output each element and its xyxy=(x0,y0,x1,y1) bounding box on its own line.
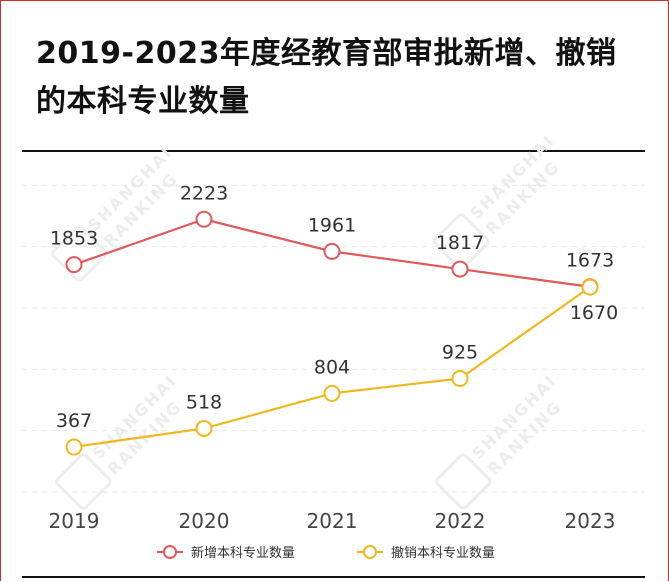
series-2: 367 518 804 925 1670 xyxy=(56,278,618,456)
data-point xyxy=(451,260,469,278)
data-label: 925 xyxy=(442,342,478,364)
chart-title: 2019-2023年度经教育部审批新增、撤销的本科专业数量 xyxy=(36,36,617,119)
data-label: 1853 xyxy=(50,228,98,250)
legend-marker xyxy=(363,545,377,559)
data-label: 804 xyxy=(314,356,350,378)
watermark-logo-icon xyxy=(55,453,112,510)
data-point xyxy=(195,419,213,437)
data-point xyxy=(323,242,341,260)
data-point xyxy=(65,438,83,456)
data-label: 518 xyxy=(186,391,222,413)
watermark-logo-icon xyxy=(435,453,492,510)
legend-label: 新增本科专业数量 xyxy=(191,545,295,561)
watermark-logo-icon xyxy=(433,213,490,270)
x-tick-label: 2019 xyxy=(49,509,100,533)
x-tick-label: 2022 xyxy=(435,509,486,533)
x-axis: 2019 2020 2021 2022 2023 xyxy=(49,509,616,533)
title-divider xyxy=(22,150,645,152)
series-layer: 1853 2223 1961 1817 1673 367 518 804 925 1670 xyxy=(50,182,618,456)
legend-label: 撤销本科专业数量 xyxy=(391,545,495,561)
bottom-divider xyxy=(22,576,645,578)
legend: 新增本科专业数量 撤销本科专业数量 xyxy=(157,545,495,561)
x-tick-label: 2021 xyxy=(307,509,358,533)
data-point xyxy=(65,256,83,274)
data-point xyxy=(451,370,469,388)
watermark-logo-icon xyxy=(51,225,108,282)
x-tick-label: 2020 xyxy=(179,509,230,533)
legend-item-2: 撤销本科专业数量 xyxy=(357,545,495,561)
x-tick-label: 2023 xyxy=(565,509,616,533)
data-label: 1670 xyxy=(570,302,618,324)
data-label: 2223 xyxy=(180,182,228,204)
legend-item-1: 新增本科专业数量 xyxy=(157,545,295,561)
data-point xyxy=(323,384,341,402)
data-label: 367 xyxy=(56,410,92,432)
data-label: 1961 xyxy=(308,214,356,236)
data-label: 1817 xyxy=(436,232,484,254)
series-1: 1853 2223 1961 1817 1673 xyxy=(50,182,614,296)
data-point xyxy=(195,210,213,228)
data-label: 1673 xyxy=(566,250,614,272)
data-point xyxy=(581,278,599,296)
legend-marker xyxy=(163,545,177,559)
